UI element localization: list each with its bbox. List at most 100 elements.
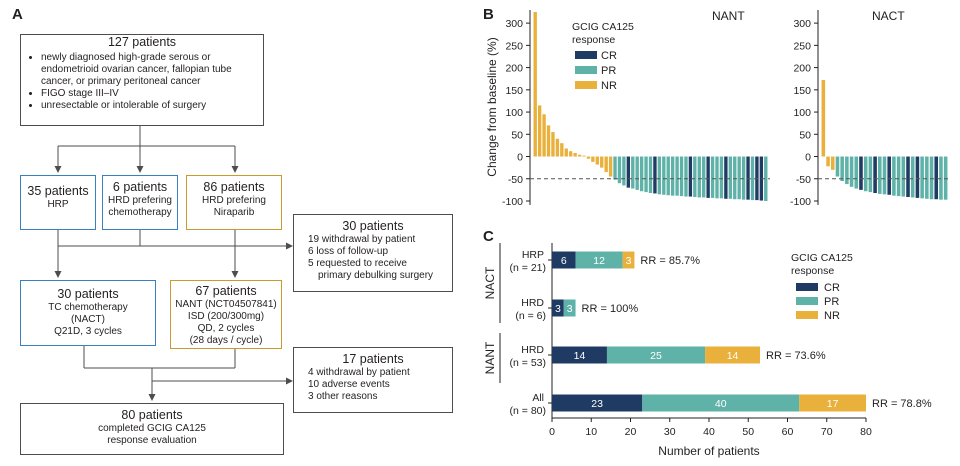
waterfall-bar-pr: [849, 156, 854, 187]
waterfall-bar-nr: [533, 12, 537, 157]
y-tick-label: -50: [508, 174, 523, 186]
y-tick-label: 150: [793, 85, 811, 97]
waterfall-bar-pr: [657, 156, 662, 195]
c-legend-title-line1: GCIG CA125: [791, 252, 853, 264]
bar-segment-pr: [606, 346, 706, 364]
row-label: HRD: [521, 344, 544, 356]
nact-line: TC chemotherapy: [48, 302, 128, 313]
y-tick-label: -100: [502, 196, 523, 208]
nact-bars: [821, 80, 948, 200]
waterfall-bar-pr: [925, 156, 929, 199]
c-x-ticks: 0 10 20 30 40 50 60 70 80: [549, 418, 872, 438]
waterfall-bar-cr: [873, 156, 877, 193]
waterfall-bar-cr: [626, 156, 631, 188]
waterfall-bar-nr: [537, 105, 542, 157]
waterfall-bar-pr: [648, 156, 653, 193]
waterfall-bar-pr: [684, 156, 688, 197]
c-legend-title-line2: response: [791, 265, 834, 277]
y-tick-label: 300: [505, 18, 523, 30]
c-legend-swatch-pr: [796, 297, 818, 305]
bar-segment-cr: [552, 251, 576, 269]
waterfall-bar-pr: [617, 156, 622, 184]
bar-value-label: 17: [827, 398, 839, 410]
waterfall-bar-nr: [826, 156, 830, 167]
hrd-chemo-line: HRD prefering: [108, 195, 172, 206]
excluded2-line: 10 adverse events: [308, 379, 390, 390]
b-legend-title-line2: response: [572, 34, 615, 46]
y-tick-label: 150: [505, 85, 523, 97]
bar-segment-cr: [552, 394, 643, 412]
excluded-box-2: 17 patients 4 withdrawal by patient 10 a…: [293, 347, 453, 413]
bar-value-label: 6: [561, 255, 567, 267]
c-legend-label-cr: CR: [824, 282, 840, 294]
excluded1-line: 5 requested to receive: [308, 258, 407, 269]
nant-line: ISD (200/300mg): [187, 311, 265, 322]
row-label: HRP: [522, 249, 544, 261]
flow-connectors: [54, 126, 293, 401]
x-tick-label: 80: [860, 426, 872, 438]
waterfall-bar-cr: [915, 156, 920, 198]
nact-title: 30 patients: [57, 287, 119, 301]
waterfall-bar-pr: [622, 156, 626, 186]
c-legend-swatch-nr: [796, 311, 818, 319]
excluded2-line: 4 withdrawal by patient: [308, 367, 410, 378]
y-tick-label: -100: [790, 196, 811, 208]
row-n-label: (n = 80): [510, 405, 546, 417]
waterfall-bar-pr: [639, 156, 644, 192]
waterfall-bar-pr: [863, 156, 868, 192]
waterfall-bar-pr: [728, 156, 732, 199]
waterfall-bar-pr: [845, 156, 849, 185]
excluded1-line: primary debulking surgery: [318, 270, 434, 281]
y-tick-label: 300: [793, 18, 811, 30]
waterfall-bar-cr: [653, 156, 657, 194]
waterfall-bar-nr: [608, 156, 613, 177]
y-tick-label: 0: [517, 152, 523, 164]
c-legend-label-pr: PR: [824, 296, 839, 308]
c-xlabel: Number of patients: [658, 444, 759, 458]
excluded1-title: 30 patients: [342, 219, 404, 233]
waterfall-bar-pr: [920, 156, 924, 199]
criteria-item: FIGO stage III–IV: [41, 88, 263, 100]
hrp-title: 35 patients: [27, 184, 89, 198]
waterfall-bar-pr: [835, 156, 840, 177]
b-legend-label-nr: NR: [601, 80, 617, 92]
inclusion-criteria-list: newly diagnosed high-grade serous or end…: [21, 52, 263, 112]
waterfall-bar-pr: [679, 156, 684, 197]
hrd-niraparib-box: 86 patients HRD prefering Niraparib: [186, 175, 282, 230]
y-tick-label: -50: [796, 174, 811, 186]
final-line: completed GCIG CA125: [98, 423, 206, 434]
waterfall-bar-pr: [733, 156, 737, 200]
response-rate-label: RR = 100%: [582, 303, 639, 315]
waterfall-bar-pr: [702, 156, 706, 198]
waterfall-bar-nr: [830, 156, 835, 170]
waterfall-bar-cr: [706, 156, 710, 198]
panel-label-c: C: [483, 228, 494, 245]
excluded2-line: 3 other reasons: [308, 391, 378, 402]
response-rate-label: RR = 73.6%: [766, 350, 826, 362]
waterfall-bar-cr: [724, 156, 728, 199]
b-legend-label-cr: CR: [601, 50, 617, 62]
waterfall-bar-nr: [577, 154, 582, 157]
nact-title: NACT: [872, 9, 905, 23]
x-tick-label: 60: [782, 426, 794, 438]
waterfall-bar-pr: [662, 156, 666, 195]
x-tick-label: 70: [821, 426, 833, 438]
y-tick-label: 50: [799, 129, 811, 141]
waterfall-bar-pr: [750, 156, 755, 201]
waterfall-bar-pr: [693, 156, 697, 197]
nact-y-ticks: 300 250 200 150 100 50 0 -50 -100: [790, 18, 818, 208]
row-label: HRD: [521, 297, 544, 309]
waterfall-bar-nr: [564, 148, 568, 157]
y-tick-label: 100: [793, 107, 811, 119]
enrolled-box: 127 patients newly diagnosed high-grade …: [20, 34, 264, 126]
waterfall-bar-pr: [939, 156, 943, 200]
waterfall-bar-pr: [631, 156, 635, 189]
waterfall-bar-pr: [719, 156, 724, 199]
y-tick-label: 250: [793, 40, 811, 52]
row-n-label: (n = 53): [510, 357, 546, 369]
waterfall-charts: Change from baseline (%) 300 250 200 150 100…: [485, 9, 950, 208]
nant-title: 67 patients: [195, 284, 257, 298]
x-tick-label: 40: [703, 426, 715, 438]
y-tick-label: 250: [505, 40, 523, 52]
waterfall-bar-nr: [591, 156, 595, 162]
